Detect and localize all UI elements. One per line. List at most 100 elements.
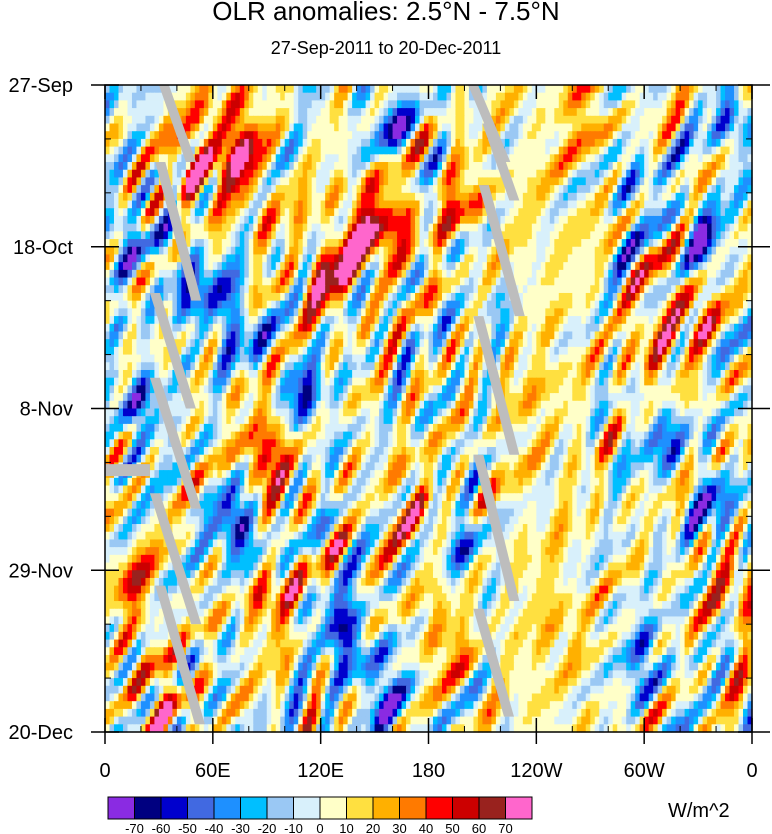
heatmap-cell [495,323,501,333]
heatmap-cell [585,100,591,109]
heatmap-cell [154,146,160,155]
heatmap-cell [446,292,452,302]
heatmap-cell [419,215,425,225]
heatmap-cell [464,208,470,217]
heatmap-cell [729,131,735,140]
heatmap-cell [158,346,165,356]
heatmap-cell [347,208,353,217]
heatmap-cell [428,269,434,279]
heatmap-cell [671,269,677,279]
heatmap-cell [738,154,744,163]
heatmap-cell [374,92,380,101]
heatmap-cell [244,323,250,333]
heatmap-cell [432,115,439,125]
heatmap-cell [585,269,591,279]
heatmap-cell [459,285,466,294]
heatmap-cell [365,154,371,163]
heatmap-cell [689,131,695,140]
heatmap-cell [617,146,623,155]
heatmap-cell [226,231,232,240]
heatmap-cell [531,231,537,240]
heatmap-cell [370,269,376,279]
heatmap-cell [181,108,187,117]
heatmap-cell [203,308,209,317]
heatmap-cell [203,123,209,132]
heatmap-cell [527,108,533,117]
heatmap-cell [167,300,173,309]
heatmap-cell [599,300,605,309]
heatmap-cell [455,131,461,140]
heatmap-cell [666,131,672,140]
heatmap-cell [253,138,259,148]
heatmap-cell [370,100,376,109]
heatmap-cell [302,192,308,202]
heatmap-cell [235,316,241,325]
heatmap-cell [711,185,717,194]
heatmap-cell [626,108,632,117]
heatmap-cell [657,215,663,225]
heatmap-cell [657,231,663,240]
heatmap-cell [361,277,367,286]
heatmap-cell [244,277,250,286]
heatmap-cell [374,200,380,209]
heatmap-cell [729,316,735,325]
heatmap-cell [293,346,299,356]
heatmap-cell [401,169,407,179]
heatmap-cell [388,300,394,309]
heatmap-cell [424,269,430,279]
heatmap-cell [644,223,650,232]
heatmap-cell [343,316,349,325]
heatmap-cell [738,316,744,325]
heatmap-cell [531,277,537,286]
heatmap-cell [203,169,209,179]
heatmap-cell [572,154,578,163]
heatmap-cell [666,123,672,132]
heatmap-cell [716,262,722,271]
heatmap-cell [176,208,182,217]
heatmap-cell [248,146,254,155]
heatmap-cell [738,246,744,256]
heatmap-cell [185,346,191,356]
heatmap-cell [612,316,618,325]
heatmap-cell [392,246,398,256]
heatmap-cell [554,138,560,148]
heatmap-cell [275,316,281,325]
heatmap-cell [428,285,434,294]
heatmap-cell [271,185,277,194]
heatmap-cell [415,285,421,294]
heatmap-cell [127,215,133,225]
heatmap-cell [334,146,340,155]
heatmap-cell [311,300,317,309]
heatmap-cell [406,192,412,202]
heatmap-cell [653,292,659,302]
heatmap-cell [608,223,614,232]
heatmap-cell [244,100,250,109]
heatmap-cell [585,169,591,179]
heatmap-cell [720,285,726,294]
heatmap-cell [253,262,259,271]
heatmap-cell [509,323,515,333]
heatmap-cell [680,177,686,186]
heatmap-cell [441,254,448,263]
heatmap-cell [702,308,708,317]
heatmap-cell [509,262,515,271]
heatmap-cell [680,231,686,240]
heatmap-cell [185,100,191,109]
heatmap-cell [253,277,259,286]
heatmap-cell [280,246,286,256]
heatmap-cell [455,223,461,232]
heatmap-cell [464,146,470,155]
heatmap-cell [630,246,636,256]
heatmap-cell [455,346,461,356]
heatmap-cell [428,123,434,132]
heatmap-cell [428,300,434,309]
heatmap-cell [127,316,133,325]
heatmap-cell [352,146,358,155]
heatmap-cell [729,162,735,171]
heatmap-cell [513,277,519,286]
heatmap-cell [644,154,650,163]
heatmap-cell [491,100,497,109]
heatmap-cell [113,262,120,271]
heatmap-cell [140,192,147,202]
heatmap-cell [693,300,699,309]
